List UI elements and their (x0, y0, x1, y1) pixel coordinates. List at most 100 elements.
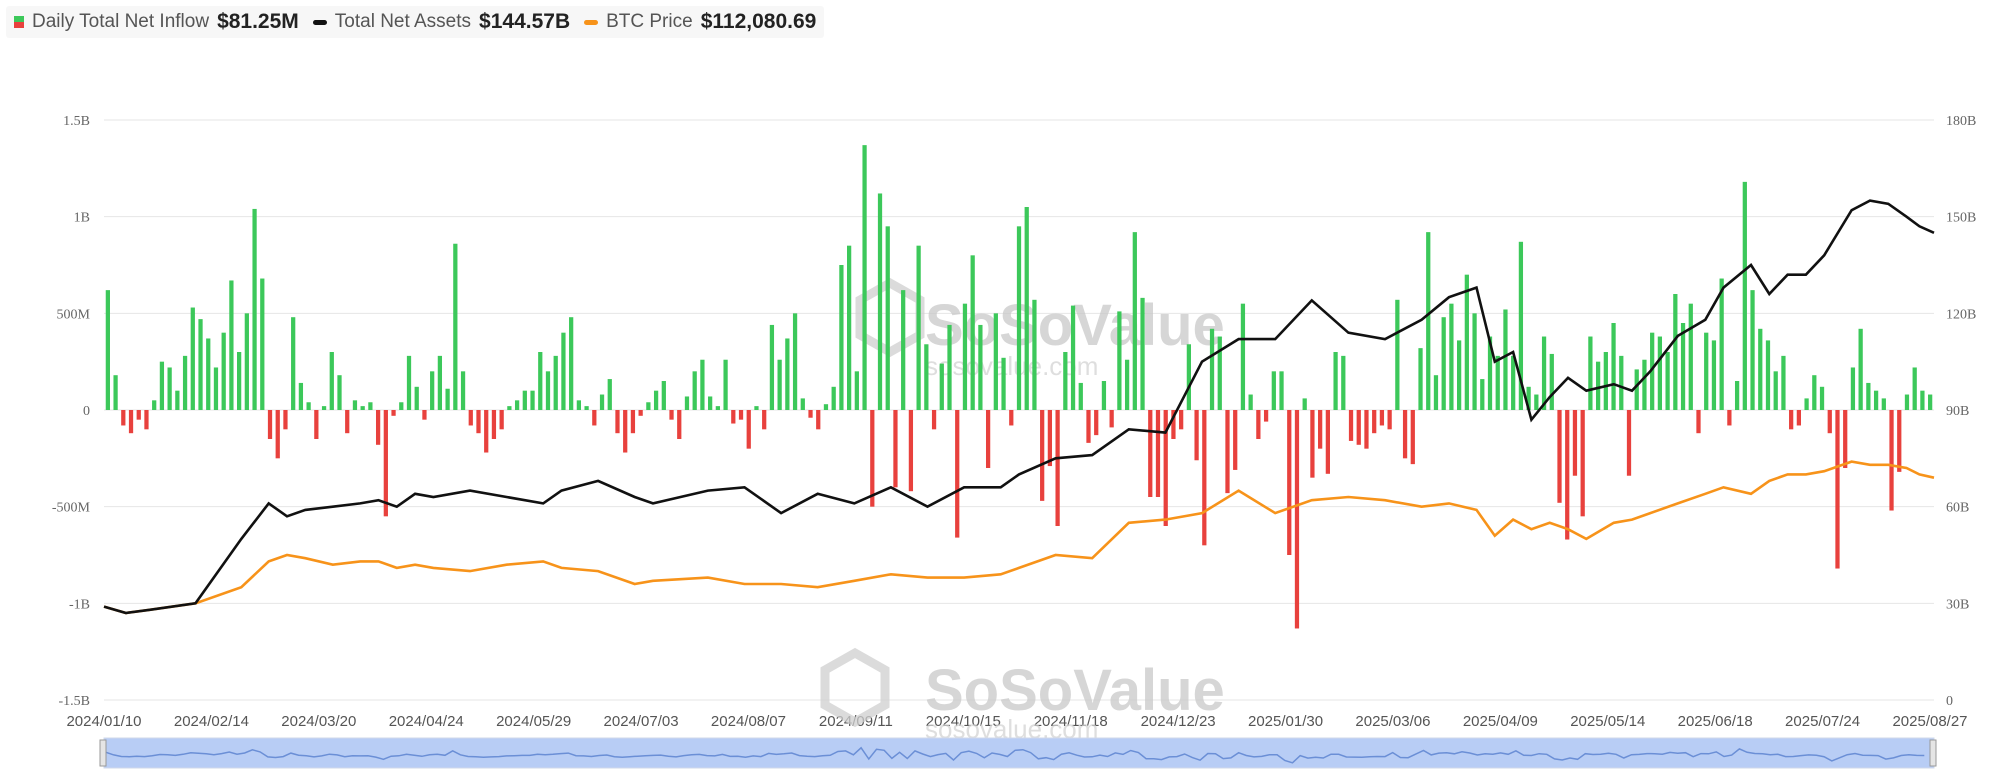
inflow-bar (762, 410, 767, 430)
inflow-bar (816, 410, 821, 430)
inflow-bar (599, 394, 605, 410)
inflow-bar (615, 410, 620, 434)
inflow-bar (630, 410, 636, 434)
inflow-bar (368, 402, 373, 410)
inflow-bar (1395, 299, 1400, 410)
inflow-bar (1920, 390, 1925, 410)
inflow-bar (121, 410, 126, 426)
inflow-bar (198, 319, 203, 410)
inflow-bar (275, 410, 280, 459)
inflow-bar (1318, 410, 1323, 449)
inflow-bar (731, 410, 736, 424)
inflow-bar (1271, 371, 1276, 410)
inflow-bar (1426, 232, 1431, 410)
inflow-bar (823, 404, 829, 410)
inflow-bar (908, 410, 914, 492)
inflow-bar (314, 410, 319, 439)
inflow-bar (1858, 328, 1863, 410)
inflow-bar (1086, 410, 1091, 443)
inflow-bar (1688, 303, 1693, 410)
inflow-bar (229, 280, 234, 410)
watermark-bottom: SoSoValue sosovalue.com (820, 647, 1225, 744)
inflow-bar (970, 255, 975, 410)
inflow-bar (939, 363, 944, 410)
inflow-bar (1009, 410, 1014, 426)
inflow-bar (885, 226, 890, 410)
inflow-bar (1402, 410, 1408, 459)
inflow-bar (113, 375, 118, 410)
left-tick-label: -1.5B (59, 694, 91, 709)
range-navigator[interactable] (99, 737, 1937, 769)
inflow-bar (1001, 357, 1006, 410)
inflow-bar (1889, 410, 1894, 511)
inflow-bar (1804, 398, 1809, 410)
inflow-bar (684, 396, 690, 410)
inflow-bar (1124, 359, 1130, 410)
inflow-bar (1047, 410, 1053, 467)
inflow-bar (283, 410, 288, 430)
inflow-bar (1912, 367, 1917, 410)
inflow-bar (1557, 410, 1562, 503)
navigator-left-handle[interactable] (99, 739, 107, 767)
right-tick-label: 150B (1946, 211, 1976, 226)
x-tick-label: 2025/08/27 (1892, 713, 1967, 730)
assets-value: $144.57B (479, 10, 571, 33)
inflow-bar (1928, 394, 1933, 410)
inflow-bar (1549, 353, 1554, 410)
navigator-track[interactable] (103, 737, 1935, 769)
x-tick-label: 2024/08/07 (711, 713, 786, 730)
inflow-bar (669, 410, 674, 420)
inflow-bar (1302, 398, 1307, 410)
inflow-bar (1016, 226, 1022, 410)
inflow-bar (1572, 410, 1578, 476)
inflow-bar (1843, 410, 1848, 468)
price-value: $112,080.69 (700, 10, 817, 33)
inflow-bar (375, 410, 381, 445)
left-tick-label: 500M (57, 307, 91, 322)
inflow-bar (321, 406, 327, 410)
inflow-bar (1758, 328, 1763, 410)
legend-item-price[interactable]: BTC Price $112,080.69 (584, 10, 816, 34)
inflow-bar (1850, 367, 1856, 410)
right-axis-ticks: 180B 150B 120B 90B 60B 30B 0 (1946, 114, 1976, 709)
inflow-bar (1665, 352, 1670, 410)
x-tick-label: 2024/01/10 (66, 713, 141, 730)
inflow-bar (700, 359, 705, 410)
inflow-bar (538, 352, 543, 410)
inflow-bar (1364, 410, 1369, 449)
inflow-bar (144, 410, 149, 430)
right-tick-label: 30B (1946, 597, 1969, 612)
inflow-bar (1881, 398, 1886, 410)
inflow-bar (1209, 328, 1215, 410)
inflow-bar (267, 410, 273, 439)
inflow-bar (754, 406, 759, 410)
inflow-bar (152, 400, 157, 410)
inflow-bar (1240, 303, 1246, 410)
inflow-bar (476, 410, 481, 434)
legend-item-inflow[interactable]: Daily Total Net Inflow $81.25M (14, 10, 299, 34)
left-axis-ticks: 1.5B 1B 500M 0 -500M -1B -1.5B (52, 114, 91, 709)
inflow-bar (1449, 303, 1454, 410)
inflow-bar (1379, 410, 1385, 426)
inflow-bar (870, 410, 875, 507)
x-tick-label: 2024/03/20 (281, 713, 356, 730)
inflow-bar (445, 388, 450, 410)
inflow-bar (993, 313, 998, 410)
inflow-bar (491, 410, 497, 439)
inflow-bar (1202, 410, 1207, 546)
inflow-bar (1256, 410, 1261, 439)
inflow-bar (893, 410, 898, 488)
navigator-right-handle[interactable] (1929, 739, 1937, 767)
inflow-bar (723, 359, 728, 410)
inflow-bar (1696, 410, 1701, 434)
inflow-bar (955, 410, 960, 538)
inflow-bar (1225, 410, 1230, 494)
inflow-bar (1503, 309, 1508, 410)
inflow-bar (854, 371, 859, 410)
inflow-bar (221, 332, 226, 410)
inflow-bar (468, 410, 473, 426)
legend-item-assets[interactable]: Total Net Assets $144.57B (312, 10, 571, 34)
inflow-bar (237, 352, 242, 410)
inflow-bar (291, 317, 296, 410)
inflow-bar (1727, 410, 1732, 426)
